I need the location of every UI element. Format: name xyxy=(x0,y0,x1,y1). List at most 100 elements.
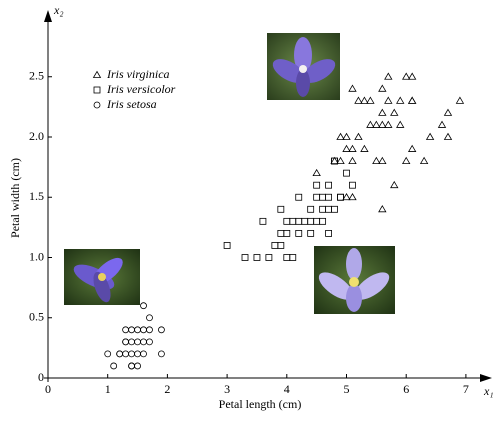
x-tick-label: 5 xyxy=(344,382,350,396)
point xyxy=(326,206,332,212)
x-tick-label: 0 xyxy=(45,382,51,396)
point xyxy=(343,194,350,200)
point xyxy=(278,242,284,248)
point xyxy=(349,182,355,188)
setosa-photo xyxy=(64,249,140,305)
point xyxy=(135,327,141,333)
point xyxy=(123,351,129,357)
point xyxy=(326,182,332,188)
point xyxy=(314,218,320,224)
point xyxy=(135,351,141,357)
y-tick-label: 1.5 xyxy=(29,189,44,203)
point xyxy=(355,134,362,140)
point xyxy=(349,158,356,164)
legend-marker xyxy=(94,87,100,93)
point xyxy=(314,182,320,188)
y-tick-label: 0 xyxy=(38,370,44,384)
point xyxy=(409,146,416,152)
point xyxy=(349,85,356,91)
point xyxy=(290,218,296,224)
point xyxy=(320,194,326,200)
point xyxy=(284,218,290,224)
point xyxy=(344,170,350,176)
point xyxy=(397,97,404,103)
point xyxy=(141,351,147,357)
point xyxy=(367,121,374,127)
point xyxy=(290,255,296,261)
point xyxy=(385,73,392,79)
point xyxy=(338,194,344,200)
point xyxy=(403,158,410,164)
point xyxy=(361,97,368,103)
chart: x₂ x₁ Petal length (cm) Petal width (cm)… xyxy=(0,0,502,423)
point xyxy=(320,206,326,212)
point xyxy=(421,158,428,164)
point xyxy=(403,73,410,79)
point xyxy=(326,194,332,200)
point xyxy=(146,315,152,321)
point xyxy=(158,327,164,333)
point xyxy=(349,146,356,152)
point xyxy=(337,134,344,140)
point xyxy=(349,194,356,200)
point xyxy=(260,218,266,224)
x-tick-label: 2 xyxy=(164,382,170,396)
y-axis-symbol: x₂ xyxy=(53,3,64,17)
y-tick-label: 0.5 xyxy=(29,310,44,324)
x-axis-arrow xyxy=(480,374,492,382)
point xyxy=(391,109,398,115)
point xyxy=(409,97,416,103)
point xyxy=(355,97,362,103)
y-axis-label: Petal width (cm) xyxy=(8,158,22,238)
x-axis-label: Petal length (cm) xyxy=(219,397,302,411)
point xyxy=(146,339,152,345)
point xyxy=(308,218,314,224)
point xyxy=(409,97,416,103)
point xyxy=(379,109,386,115)
x-tick-label: 3 xyxy=(224,382,230,396)
legend-marker xyxy=(94,72,101,78)
y-axis-arrow xyxy=(44,10,52,22)
point xyxy=(343,134,350,140)
legend-marker xyxy=(94,102,100,108)
point xyxy=(332,206,338,212)
versicolor-photo xyxy=(314,246,395,314)
point xyxy=(373,121,380,127)
point xyxy=(129,363,135,369)
point xyxy=(278,206,284,212)
point xyxy=(444,109,451,115)
point xyxy=(129,351,135,357)
y-tick-label: 2.0 xyxy=(29,129,44,143)
point xyxy=(111,363,117,369)
point xyxy=(338,194,344,200)
legend-label: Iris setosa xyxy=(106,97,157,111)
point xyxy=(296,194,302,200)
point xyxy=(272,242,278,248)
point xyxy=(439,121,446,127)
point xyxy=(135,339,141,345)
point xyxy=(129,327,135,333)
point xyxy=(397,121,404,127)
point xyxy=(105,351,111,357)
x-tick-label: 1 xyxy=(105,382,111,396)
point xyxy=(391,182,398,188)
point xyxy=(379,158,386,164)
point xyxy=(361,146,368,152)
point xyxy=(117,351,123,357)
point xyxy=(296,218,302,224)
point xyxy=(343,146,350,152)
point xyxy=(444,134,451,140)
point xyxy=(385,121,392,127)
point xyxy=(141,303,147,309)
point xyxy=(308,230,314,236)
point xyxy=(146,327,152,333)
point xyxy=(326,230,332,236)
point xyxy=(296,230,302,236)
point xyxy=(337,158,344,164)
point xyxy=(242,255,248,261)
x-tick-label: 6 xyxy=(403,382,409,396)
point xyxy=(379,206,386,212)
legend-label: Iris versicolor xyxy=(106,82,176,96)
point xyxy=(123,339,129,345)
point xyxy=(314,194,320,200)
